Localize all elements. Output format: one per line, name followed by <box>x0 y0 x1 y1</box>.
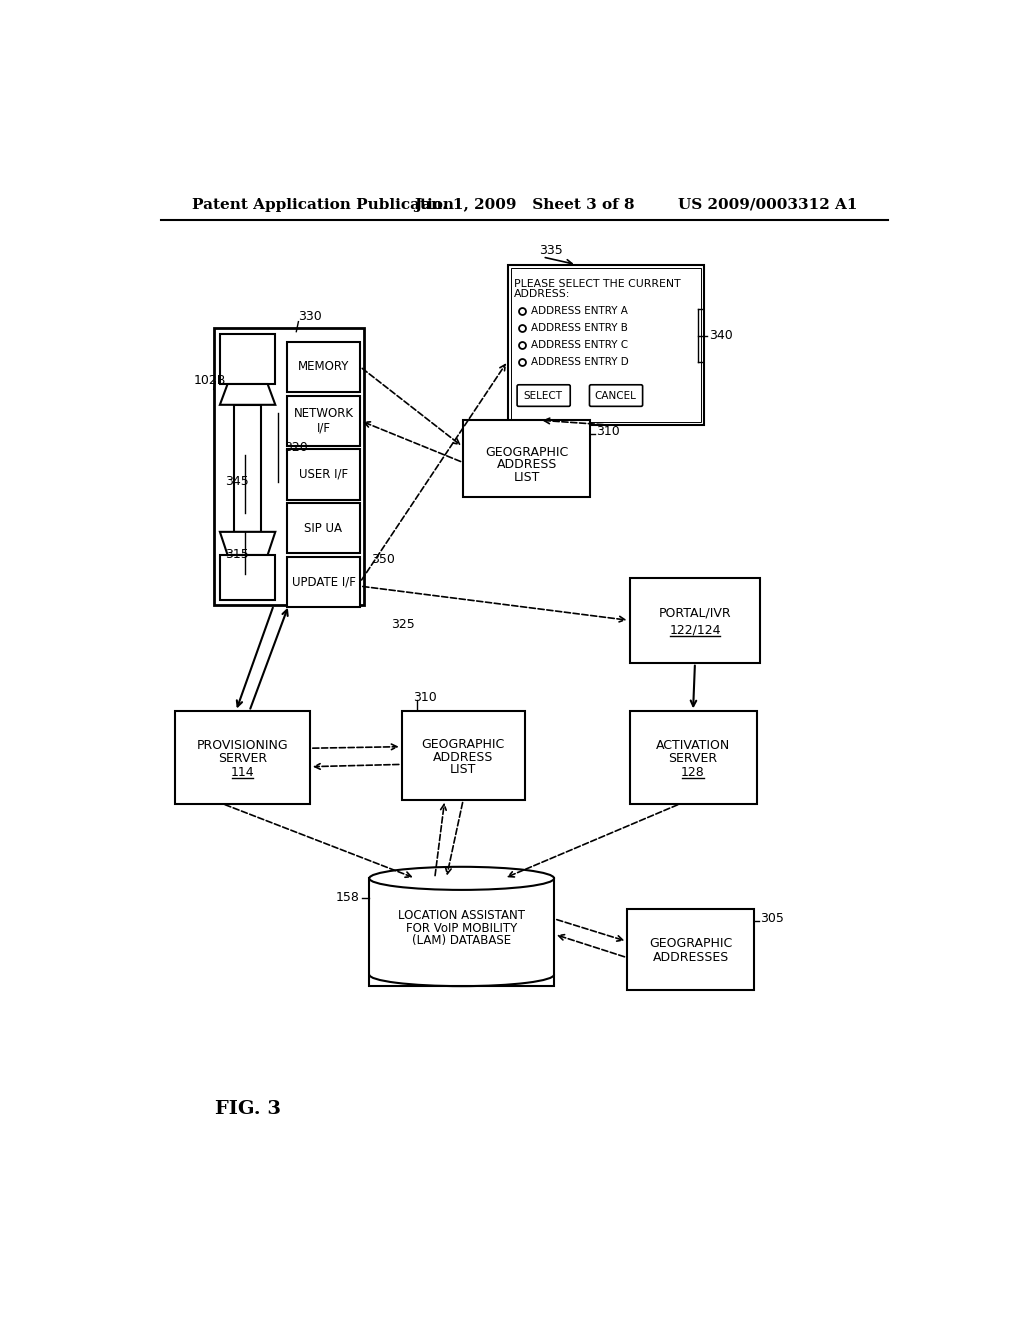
Text: ADDRESSES: ADDRESSES <box>652 950 729 964</box>
Text: CANCEL: CANCEL <box>595 391 637 400</box>
Bar <box>287 503 360 553</box>
Text: MEMORY: MEMORY <box>298 360 349 374</box>
Text: GEOGRAPHIC: GEOGRAPHIC <box>485 446 568 459</box>
Bar <box>511 268 701 422</box>
Text: SIP UA: SIP UA <box>304 521 342 535</box>
Text: ADDRESS: ADDRESS <box>497 458 557 471</box>
Bar <box>233 405 261 532</box>
Text: FOR VoIP MOBILITY: FOR VoIP MOBILITY <box>407 921 517 935</box>
Text: LOCATION ASSISTANT: LOCATION ASSISTANT <box>398 909 525 923</box>
Bar <box>628 909 755 990</box>
Text: ADDRESS ENTRY A: ADDRESS ENTRY A <box>531 306 628 315</box>
Text: 310: 310 <box>596 425 621 438</box>
Text: Patent Application Publication: Patent Application Publication <box>193 198 455 211</box>
Text: FIG. 3: FIG. 3 <box>215 1101 282 1118</box>
Bar <box>287 557 360 607</box>
Text: ADDRESS ENTRY B: ADDRESS ENTRY B <box>531 323 628 333</box>
Text: 122/124: 122/124 <box>670 623 721 636</box>
Text: PLEASE SELECT THE CURRENT: PLEASE SELECT THE CURRENT <box>514 279 681 289</box>
Text: 158: 158 <box>336 891 360 904</box>
FancyBboxPatch shape <box>517 385 570 407</box>
Text: GEOGRAPHIC: GEOGRAPHIC <box>422 738 505 751</box>
Bar <box>508 265 705 425</box>
Bar <box>220 334 275 384</box>
Bar <box>287 396 360 446</box>
Text: I/F: I/F <box>316 421 331 434</box>
Bar <box>175 711 310 804</box>
Bar <box>463 420 590 498</box>
Text: Jan. 1, 2009   Sheet 3 of 8: Jan. 1, 2009 Sheet 3 of 8 <box>415 198 635 211</box>
Text: (LAM) DATABASE: (LAM) DATABASE <box>412 933 511 946</box>
Text: PROVISIONING: PROVISIONING <box>197 739 289 751</box>
Bar <box>287 449 360 499</box>
Text: GEOGRAPHIC: GEOGRAPHIC <box>649 937 732 950</box>
Bar <box>220 554 275 599</box>
Text: ADDRESS: ADDRESS <box>433 751 494 763</box>
Text: US 2009/0003312 A1: US 2009/0003312 A1 <box>678 198 857 211</box>
Text: 128: 128 <box>681 767 705 779</box>
Text: 315: 315 <box>225 548 249 561</box>
Text: 340: 340 <box>709 329 732 342</box>
Text: NETWORK: NETWORK <box>294 407 353 420</box>
Text: PORTAL/IVR: PORTAL/IVR <box>658 606 731 619</box>
Bar <box>214 327 364 605</box>
Bar <box>370 878 554 986</box>
Text: 102B: 102B <box>194 374 226 387</box>
Bar <box>287 342 360 392</box>
FancyBboxPatch shape <box>590 385 643 407</box>
Text: 310: 310 <box>413 690 437 704</box>
Bar <box>630 578 761 663</box>
Bar <box>401 711 525 800</box>
Text: ACTIVATION: ACTIVATION <box>656 739 730 751</box>
Text: SELECT: SELECT <box>524 391 563 400</box>
Text: LIST: LIST <box>514 471 540 483</box>
Text: 320: 320 <box>285 441 308 454</box>
Text: 325: 325 <box>391 618 415 631</box>
Text: 305: 305 <box>761 912 784 925</box>
Text: SERVER: SERVER <box>218 752 267 766</box>
Text: 350: 350 <box>372 553 395 566</box>
Text: 335: 335 <box>539 244 562 257</box>
Text: 345: 345 <box>225 475 249 488</box>
Text: LIST: LIST <box>450 763 476 776</box>
Text: 114: 114 <box>230 767 254 779</box>
Bar <box>630 711 757 804</box>
Ellipse shape <box>370 867 554 890</box>
Text: UPDATE I/F: UPDATE I/F <box>292 576 355 589</box>
Text: 330: 330 <box>298 310 323 323</box>
Text: SERVER: SERVER <box>669 752 718 766</box>
Text: USER I/F: USER I/F <box>299 469 348 480</box>
Text: ADDRESS ENTRY D: ADDRESS ENTRY D <box>531 356 629 367</box>
Bar <box>518 387 568 405</box>
Polygon shape <box>220 532 275 554</box>
Text: ADDRESS ENTRY C: ADDRESS ENTRY C <box>531 339 628 350</box>
Text: ADDRESS:: ADDRESS: <box>514 289 570 300</box>
Polygon shape <box>220 384 275 405</box>
